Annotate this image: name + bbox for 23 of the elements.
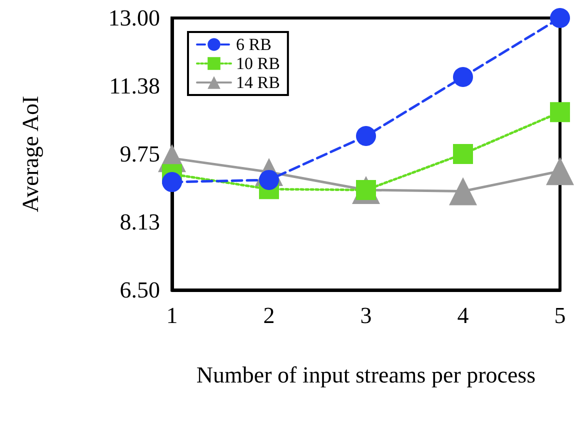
x-tick-label: 5 bbox=[554, 303, 566, 328]
point bbox=[162, 172, 182, 192]
legend-label: 14 RB bbox=[236, 73, 280, 92]
y-tick-label: 13.00 bbox=[108, 6, 160, 30]
point bbox=[356, 126, 376, 146]
point bbox=[449, 177, 477, 206]
x-tick-label: 1 bbox=[166, 303, 178, 328]
x-tick-label: 3 bbox=[360, 303, 372, 328]
y-tick-label: 11.38 bbox=[109, 74, 160, 98]
y-tick-label: 9.75 bbox=[120, 142, 160, 166]
point bbox=[550, 102, 570, 122]
y-tick-label: 8.13 bbox=[120, 210, 160, 234]
legend-label: 6 RB bbox=[236, 35, 272, 54]
x-axis-title: Number of input streams per process bbox=[196, 362, 536, 388]
legend-label: 10 RB bbox=[236, 54, 280, 73]
point bbox=[453, 144, 473, 164]
y-tick-label: 6.50 bbox=[120, 278, 160, 302]
point bbox=[550, 8, 570, 28]
x-tick-label: 4 bbox=[457, 303, 470, 328]
y-axis-title: Average AoI bbox=[18, 96, 43, 212]
x-tick-label: 2 bbox=[263, 303, 275, 328]
point bbox=[546, 157, 574, 186]
point bbox=[453, 67, 473, 87]
